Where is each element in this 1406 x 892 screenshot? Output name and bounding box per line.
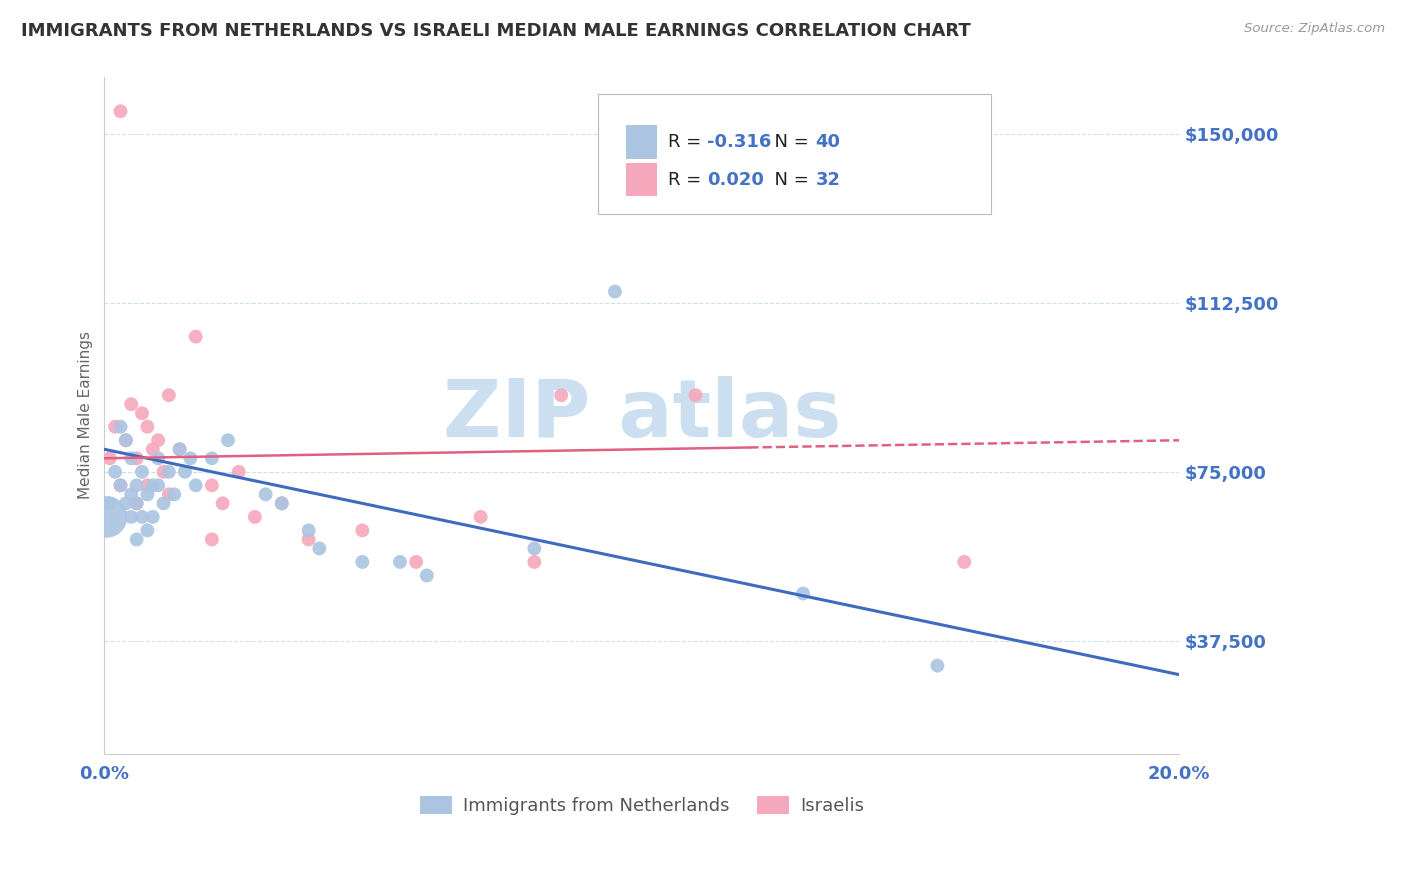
Point (169, 442, 191, 457)
Point (131, 406, 153, 420)
Point (163, 487, 186, 501)
Text: 0.020: 0.020 (707, 170, 763, 188)
Point (142, 478, 165, 492)
Point (131, 465, 153, 479)
Text: IMMIGRANTS FROM NETHERLANDS VS ISRAELI MEDIAN MALE EARNINGS CORRELATION CHART: IMMIGRANTS FROM NETHERLANDS VS ISRAELI M… (21, 22, 970, 40)
Point (523, 555, 546, 569)
Point (217, 434, 239, 448)
Text: R =: R = (668, 133, 707, 151)
Point (603, 285, 626, 299)
Text: 40: 40 (815, 133, 841, 151)
Point (120, 451, 142, 466)
Text: R =: R = (668, 170, 707, 188)
Point (136, 524, 159, 538)
Point (146, 451, 169, 466)
Point (184, 478, 207, 492)
Point (125, 496, 148, 510)
Point (270, 496, 292, 510)
Point (270, 496, 292, 510)
Point (157, 465, 180, 479)
Point (110, 478, 132, 492)
Point (201, 533, 224, 547)
Point (136, 487, 159, 501)
Point (157, 388, 180, 402)
Text: ZIP atlas: ZIP atlas (443, 376, 841, 455)
Point (523, 541, 546, 556)
Point (110, 419, 132, 434)
Point (254, 487, 277, 501)
Point (174, 465, 197, 479)
Text: N =: N = (763, 133, 815, 151)
Point (184, 329, 207, 343)
Point (136, 419, 159, 434)
Point (152, 496, 174, 510)
Point (201, 451, 224, 466)
Point (152, 465, 174, 479)
Point (120, 509, 142, 524)
Point (228, 465, 250, 479)
Point (470, 509, 492, 524)
Text: 32: 32 (815, 170, 841, 188)
Point (146, 434, 169, 448)
Point (98, 496, 121, 510)
Point (104, 465, 127, 479)
Point (179, 451, 201, 466)
Point (416, 568, 439, 582)
Point (96, 509, 118, 524)
Point (98, 451, 121, 466)
Point (308, 541, 330, 556)
Point (550, 388, 572, 402)
Point (125, 478, 148, 492)
Point (169, 442, 191, 457)
Point (243, 509, 266, 524)
Point (104, 419, 127, 434)
Point (201, 478, 224, 492)
Point (115, 434, 138, 448)
Point (142, 442, 165, 457)
Point (110, 478, 132, 492)
Point (388, 555, 411, 569)
Legend: Immigrants from Netherlands, Israelis: Immigrants from Netherlands, Israelis (412, 789, 872, 822)
Point (352, 524, 374, 538)
Point (405, 555, 427, 569)
Point (115, 496, 138, 510)
Point (297, 524, 319, 538)
Text: -0.316: -0.316 (707, 133, 772, 151)
Point (125, 533, 148, 547)
Point (685, 388, 707, 402)
Point (120, 397, 142, 411)
Point (131, 509, 153, 524)
Point (120, 487, 142, 501)
Point (110, 104, 132, 119)
Point (953, 555, 976, 569)
Point (125, 496, 148, 510)
Text: Source: ZipAtlas.com: Source: ZipAtlas.com (1244, 22, 1385, 36)
Point (352, 555, 374, 569)
Point (136, 478, 159, 492)
Point (211, 496, 233, 510)
Point (927, 658, 949, 673)
Point (792, 586, 814, 600)
Point (297, 533, 319, 547)
Text: N =: N = (763, 170, 815, 188)
Y-axis label: Median Male Earnings: Median Male Earnings (79, 332, 93, 500)
Point (125, 451, 148, 466)
Point (142, 509, 165, 524)
Point (157, 487, 180, 501)
Point (115, 434, 138, 448)
Point (146, 478, 169, 492)
